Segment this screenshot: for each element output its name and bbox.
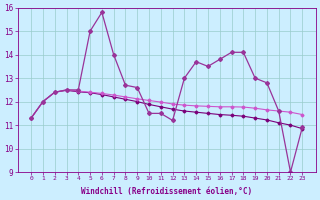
- X-axis label: Windchill (Refroidissement éolien,°C): Windchill (Refroidissement éolien,°C): [81, 187, 252, 196]
